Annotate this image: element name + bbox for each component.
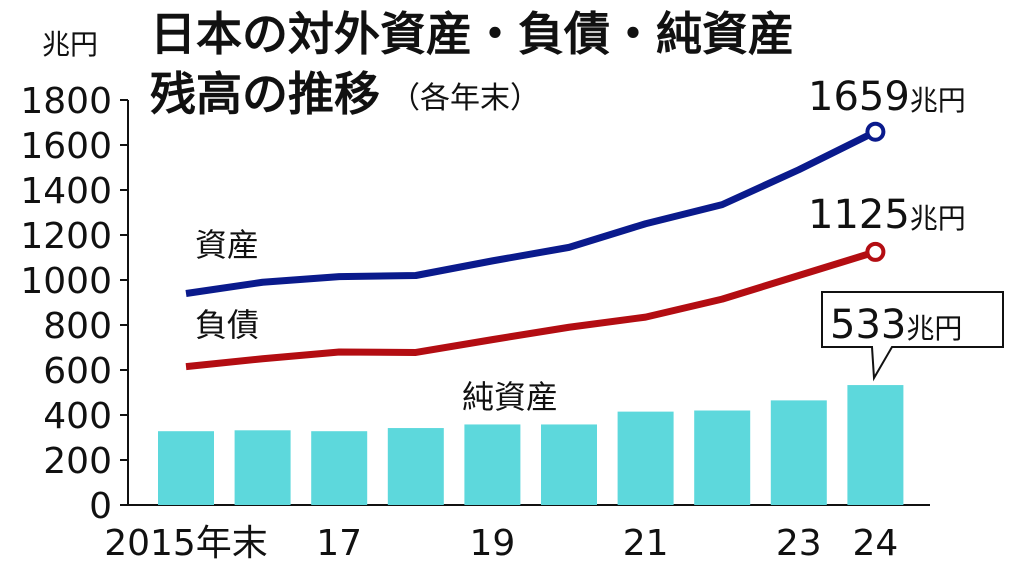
series-label-liabilities: 負債 [195, 306, 259, 344]
y-tick-label: 1800 [20, 81, 112, 122]
bar [464, 424, 521, 505]
bar [541, 424, 597, 505]
series-label-net-assets: 純資産 [462, 378, 558, 416]
y-tick-label: 800 [43, 306, 112, 347]
series-line [185, 248, 877, 371]
chart-title: 日本の対外資産・負債・純資産 [150, 7, 794, 61]
series-line [185, 128, 877, 297]
bar [847, 385, 904, 505]
y-tick-label: 1200 [20, 216, 112, 257]
assets-end-value: 1659兆円 [808, 74, 966, 120]
x-tick-label: 19 [469, 523, 515, 564]
y-tick-label: 1000 [20, 261, 112, 302]
liabilities-end-value: 1125兆円 [808, 192, 966, 238]
y-tick-label: 0 [89, 486, 112, 527]
bar [694, 410, 751, 505]
bar [311, 431, 368, 505]
liabilities-end-unit: 兆円 [910, 202, 966, 235]
x-ticks: 2015年末 17 19 21 23 24 [104, 523, 898, 564]
net-end-unit: 兆円 [906, 312, 962, 345]
net-end-number: 533 [830, 302, 906, 348]
net-assets-callout: 533兆円 [821, 291, 1004, 382]
net-assets-bars [158, 385, 904, 505]
series-end-marker [865, 241, 886, 262]
y-tick-label: 400 [43, 396, 112, 437]
bar [770, 400, 827, 505]
x-tick-label: 24 [852, 523, 898, 564]
x-tick-label: 2015年末 [104, 523, 268, 564]
y-axis-unit: 兆円 [42, 28, 98, 61]
assets-end-number: 1659 [808, 74, 910, 120]
bar [158, 431, 214, 505]
series-lines [185, 121, 886, 371]
liabilities-end-number: 1125 [808, 192, 910, 238]
callout-box [821, 291, 1004, 382]
chart-title-line2: 残高の推移 [150, 67, 380, 121]
x-tick-label: 17 [316, 523, 362, 564]
chart-subtitle: （各年末） [390, 81, 540, 116]
y-tick-label: 600 [43, 351, 112, 392]
net-end-value: 533兆円 [830, 302, 962, 348]
y-tick-label: 1600 [20, 126, 112, 167]
y-tick-label: 200 [43, 441, 112, 482]
bar [387, 428, 444, 505]
bar [234, 430, 291, 505]
bar [617, 411, 674, 505]
assets-end-unit: 兆円 [910, 84, 966, 117]
series-end-marker [865, 121, 886, 142]
series-label-assets: 資産 [195, 226, 259, 264]
y-tick-label: 1400 [20, 171, 112, 212]
x-tick-label: 23 [776, 523, 822, 564]
x-tick-label: 21 [623, 523, 669, 564]
